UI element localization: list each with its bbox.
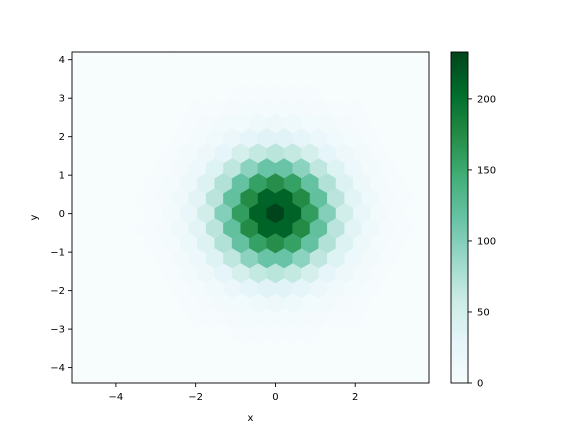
- y-axis: −4 −3 −2 −1 0 1 2 3 4: [50, 55, 72, 374]
- hex-cell: [422, 114, 429, 133]
- hex-cell: [422, 84, 429, 103]
- hex-cell: [50, 219, 67, 239]
- hex-cell: [76, 24, 93, 44]
- x-tick-label: 0: [272, 392, 278, 403]
- hex-cell: [319, 24, 336, 44]
- hex-cell: [301, 384, 318, 404]
- hex-cell: [431, 99, 448, 119]
- colorbar-tick-label: 0: [477, 379, 483, 390]
- hex-cell: [146, 384, 163, 404]
- hex-cell: [423, 384, 440, 404]
- hex-cell: [215, 24, 232, 44]
- hex-cell: [431, 129, 448, 149]
- hex-cell: [319, 384, 336, 404]
- colorbar-frame: [450, 51, 469, 384]
- y-tick-label: −1: [50, 248, 65, 259]
- hex-cell: [431, 69, 448, 89]
- hex-cell: [405, 384, 422, 404]
- hex-cell: [284, 384, 301, 404]
- hex-cell: [422, 144, 429, 163]
- hex-cell: [215, 384, 232, 404]
- x-tick-label: 2: [352, 392, 358, 403]
- hex-cell: [111, 24, 128, 44]
- hex-cell: [431, 39, 448, 59]
- plot-area: [50, 24, 448, 404]
- colorbar-tick-label: 200: [477, 94, 496, 105]
- y-tick-label: 3: [59, 94, 65, 105]
- hex-cell: [249, 384, 266, 404]
- hex-cell: [163, 384, 180, 404]
- hex-cell: [422, 54, 429, 73]
- y-tick-label: 2: [59, 132, 65, 143]
- hex-cell: [249, 24, 266, 44]
- hexbin-cells: [50, 24, 448, 404]
- hex-cell: [422, 174, 429, 193]
- y-tick-label: 0: [59, 209, 65, 220]
- x-axis-label: x: [248, 413, 254, 424]
- colorbar-tick-label: 100: [477, 236, 496, 247]
- x-tick-label: −4: [109, 392, 124, 403]
- y-tick-label: −3: [50, 325, 65, 336]
- hex-cell: [94, 24, 111, 44]
- hex-cell: [388, 384, 405, 404]
- y-tick-label: −4: [50, 363, 65, 374]
- hex-cell: [431, 249, 448, 269]
- hex-cell: [371, 24, 388, 44]
- hex-cell: [336, 24, 353, 44]
- hex-cell: [423, 24, 440, 44]
- colorbar-ticks: 0 50 100 150 200: [468, 94, 496, 390]
- hex-cell: [413, 368, 429, 383]
- hex-cell: [267, 24, 284, 44]
- hex-cell: [50, 69, 67, 89]
- hex-cell: [59, 24, 76, 44]
- hex-cell: [180, 24, 197, 44]
- hex-cell: [431, 339, 448, 359]
- hex-cell: [431, 219, 448, 239]
- hex-cell: [128, 24, 145, 44]
- hex-cell: [405, 24, 422, 44]
- hex-cell: [422, 264, 429, 283]
- hex-cell: [431, 309, 448, 329]
- colorbar: 0 50 100 150 200: [450, 51, 496, 390]
- hex-cell: [431, 159, 448, 179]
- y-tick-label: 4: [59, 55, 65, 66]
- hex-cell: [422, 324, 429, 343]
- hex-cell: [431, 369, 448, 389]
- hex-cell: [422, 294, 429, 313]
- hex-cell: [336, 384, 353, 404]
- hex-cell: [431, 279, 448, 299]
- colorbar-tick-label: 150: [477, 165, 496, 176]
- y-axis-label: y: [29, 214, 40, 220]
- hex-cell: [422, 204, 429, 223]
- hex-cell: [59, 384, 76, 404]
- hex-cell: [301, 24, 318, 44]
- hex-cell: [128, 384, 145, 404]
- y-tick-label: 1: [59, 171, 65, 182]
- x-axis: −4 −2 0 2: [109, 383, 358, 403]
- colorbar-gradient: [451, 52, 468, 383]
- hex-cell: [422, 234, 429, 253]
- x-tick-label: −2: [188, 392, 203, 403]
- hex-cell: [197, 24, 214, 44]
- hex-cell: [388, 24, 405, 44]
- hex-cell: [50, 189, 67, 209]
- hex-cell: [422, 354, 429, 373]
- hex-cell: [353, 24, 370, 44]
- hex-cell: [76, 384, 93, 404]
- hex-cell: [431, 189, 448, 209]
- colorbar-tick-label: 50: [477, 307, 490, 318]
- hex-cell: [163, 24, 180, 44]
- hex-cell: [146, 24, 163, 44]
- hex-cell: [232, 24, 249, 44]
- hex-cell: [232, 384, 249, 404]
- hex-cell: [284, 24, 301, 44]
- hex-cell: [371, 384, 388, 404]
- plot-frame: [71, 51, 430, 384]
- y-tick-label: −2: [50, 286, 65, 297]
- hex-cell: [50, 339, 67, 359]
